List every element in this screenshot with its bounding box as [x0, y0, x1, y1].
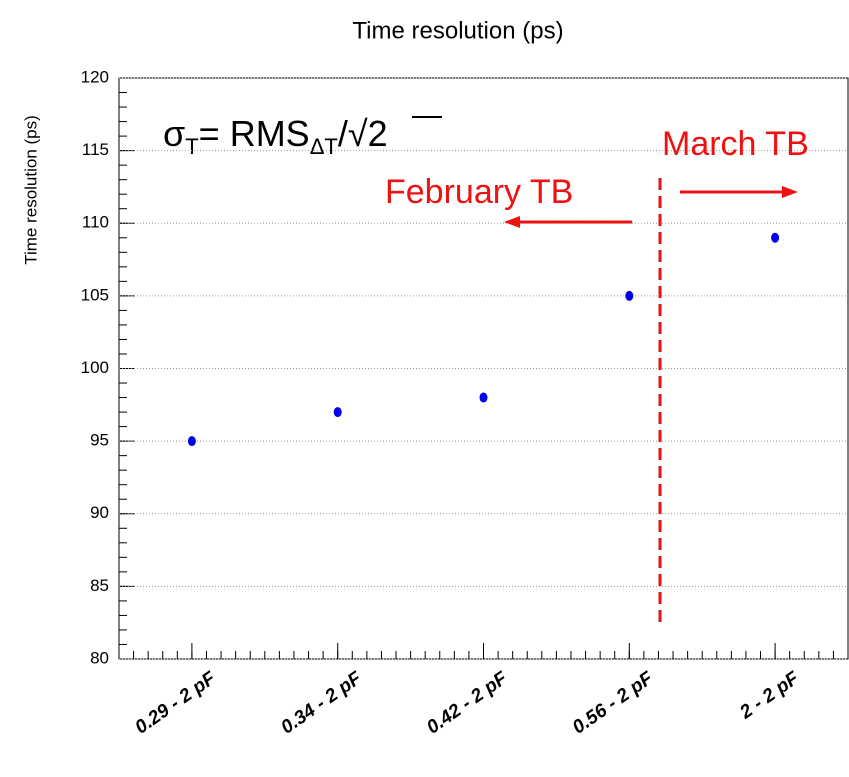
plot-frame	[118, 77, 849, 660]
x-tick-label: 2 - 2 pF	[735, 667, 803, 724]
y-tick-label: 120	[81, 67, 109, 86]
point	[187, 436, 196, 447]
x-tick-label: 0.42 - 2 pF	[423, 667, 512, 738]
x-tick-label: 0.56 - 2 pF	[569, 667, 658, 738]
formula-part: = RMS	[199, 113, 310, 154]
point	[479, 392, 488, 403]
point	[771, 232, 780, 243]
y-tick-label: 85	[90, 576, 109, 595]
arrow-head	[504, 216, 520, 228]
formula-part: ΔT	[310, 134, 338, 159]
y-tick-label: 95	[90, 431, 109, 450]
formula-part: T	[185, 134, 198, 159]
x-tick-label: 0.29 - 2 pF	[131, 667, 220, 738]
point	[333, 407, 342, 418]
y-tick-label: 115	[82, 140, 109, 159]
y-tick-label: 100	[81, 358, 109, 377]
y-axis-label: Time resolution (ps)	[21, 115, 40, 265]
y-tick-label: 110	[82, 213, 109, 232]
arrow-head	[782, 186, 798, 198]
y-tick-label: 80	[90, 648, 109, 667]
annotation: March TB	[662, 125, 809, 163]
y-tick-label: 105	[81, 285, 109, 304]
formula-part: σ	[163, 113, 185, 154]
formula: σT= RMSΔT/√2	[163, 113, 388, 159]
formula-part: √2	[348, 113, 388, 154]
x-tick-label: 0.34 - 2 pF	[277, 667, 366, 738]
point	[625, 290, 634, 301]
y-tick-label: 90	[90, 503, 109, 522]
annotation: February TB	[385, 173, 573, 211]
chart-title: Time resolution (ps)	[352, 17, 563, 44]
formula-part: /	[338, 113, 348, 154]
